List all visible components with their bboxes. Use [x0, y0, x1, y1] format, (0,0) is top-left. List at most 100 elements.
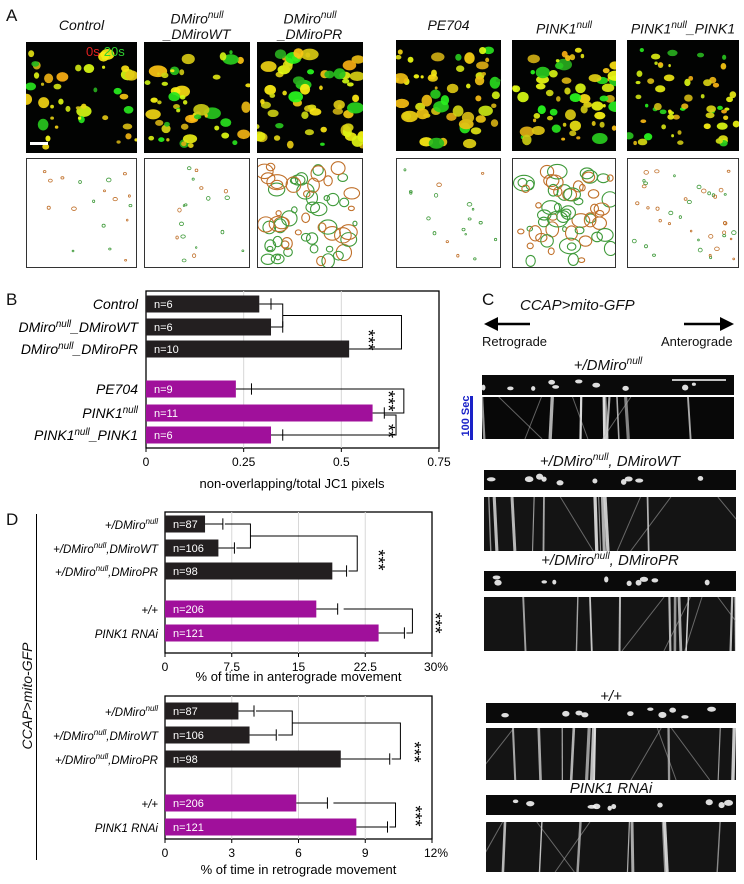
anterograde-bar-chart: 0 7.5 15 22.5 30% n=87 +/DMironull n=106 +/DMiro… [53, 511, 448, 684]
n-label: n=11 [154, 408, 178, 420]
genotype-suffix: , DMiroPR [609, 552, 679, 569]
panel-c-title: CCAP>mito-GFP [520, 297, 635, 314]
genotype-label: PINK1 RNAi [486, 780, 736, 797]
column-label: PINK1null [500, 18, 628, 37]
n-label: n=106 [173, 730, 204, 742]
bar [165, 600, 317, 618]
jc1-fluorescence-image [257, 42, 363, 153]
significance-bracket [282, 414, 397, 436]
retrograde-label: Retrograde [482, 334, 548, 349]
tick-label: 0 [162, 846, 169, 860]
significance-stars: ** [378, 424, 398, 438]
genotype-label: +/DMironull [482, 356, 734, 374]
plot-frame [145, 290, 440, 449]
n-label: n=121 [173, 628, 204, 640]
jc1-fluorescence-image [26, 42, 137, 153]
column-label: DMironull _DMiroWT [132, 8, 262, 42]
bar [165, 794, 297, 812]
n-label: n=121 [173, 822, 204, 834]
significance-bracket [292, 722, 401, 760]
jc1-fluorescence-image [512, 40, 616, 151]
column-label-line2: _DMiroPR [277, 25, 343, 42]
significance-stars: *** [404, 741, 424, 762]
genotype-name: PINK1 RNAi [569, 780, 653, 797]
category-label: PE704 [96, 381, 138, 397]
category-label: +/DMironull,DMiroWT [53, 541, 159, 556]
kymograph-image [482, 397, 734, 439]
column-label-line2: _DMiroWT [163, 25, 231, 42]
panel-b-letter: B [6, 290, 18, 309]
column-label-name: PINK1 [630, 20, 672, 37]
column-label: DMironull _DMiroPR [245, 8, 375, 42]
x-axis-label: % of time in retrograde movement [201, 862, 397, 877]
x-axis-label: % of time in anterograde movement [196, 669, 402, 684]
panel-d-bracket-line [36, 514, 37, 860]
bar [146, 404, 373, 422]
n-label: n=6 [154, 322, 173, 334]
bar [146, 426, 272, 444]
kymograph-image [484, 597, 736, 651]
bar [165, 750, 341, 768]
column-label: PINK1null_PINK1 [615, 18, 744, 37]
overlap-outline-image [396, 158, 501, 268]
tick-label: 0.5 [333, 455, 350, 469]
significance-stars: *** [425, 612, 445, 633]
category-label: +/DMironull [105, 517, 158, 532]
tick-label: 22.5 [354, 660, 378, 674]
n-label: n=6 [154, 299, 173, 311]
significance-bracket [282, 315, 402, 350]
bar [146, 380, 236, 398]
significance-bracket [271, 303, 284, 327]
column-label-sup: null [671, 20, 687, 31]
genotype-label: +/DMironull, DMiroPR [484, 551, 736, 569]
significance-bracket [256, 710, 293, 736]
significance-stars: *** [358, 329, 378, 350]
overlap-outline-image [144, 158, 250, 268]
retrograde-bar-chart: 0 3 6 9 12% n=87 +/DMironull n=106 +/DMironull,D… [53, 695, 448, 877]
category-label: DMironull_DMiroWT [19, 319, 140, 335]
column-label-sup: null [207, 10, 224, 21]
bar [165, 539, 219, 557]
bar [165, 515, 206, 533]
category-label: +/DMironull,DMiroPR [55, 752, 158, 767]
timestamp-red: 0s [86, 44, 100, 59]
column-label-name: PINK1 [535, 20, 577, 37]
axon-snapshot-image [484, 571, 736, 591]
overlap-outline-image [26, 158, 137, 268]
category-label: Control [93, 296, 139, 312]
kymograph-image [484, 497, 736, 551]
axon-snapshot-image [486, 703, 736, 723]
column-label: PE704 [384, 18, 513, 33]
significance-bracket [250, 535, 358, 572]
kymograph-image [486, 728, 736, 780]
category-label: PINK1null_PINK1 [34, 427, 138, 443]
timestamp-overlay: 0s 20s [86, 44, 125, 59]
overlap-outline-image [512, 158, 616, 268]
tick-label: 0 [162, 660, 169, 674]
bar [165, 562, 333, 580]
n-label: n=87 [173, 706, 198, 718]
panel-d-letter: D [6, 510, 19, 529]
column-label-sup: null [320, 10, 337, 21]
n-label: n=206 [173, 798, 204, 810]
category-label: DMironull_DMiroPR [21, 341, 138, 357]
significance-bracket [224, 523, 251, 549]
genotype-name: +/DMiro [539, 453, 593, 470]
timestamp-green: 20s [103, 44, 125, 59]
scale-bar [30, 142, 48, 145]
column-label-name: Control [58, 17, 105, 33]
column-label-suffix: _PINK1 [686, 20, 736, 37]
n-label: n=106 [173, 543, 204, 555]
genotype-sup: null [626, 356, 643, 367]
anterograde-label: Anterograde [661, 334, 733, 349]
category-label: PINK1 RNAi [95, 629, 159, 641]
tick-label: 0.25 [232, 455, 256, 469]
tick-label: 6 [295, 846, 302, 860]
panel-a-letter: A [6, 6, 18, 25]
retrograde-arrowhead-icon [484, 317, 498, 331]
direction-arrows [484, 317, 734, 331]
bar [146, 295, 260, 313]
genotype-sup: null [592, 452, 609, 463]
category-label: +/+ [141, 605, 158, 617]
time-scale-bar [470, 396, 473, 440]
